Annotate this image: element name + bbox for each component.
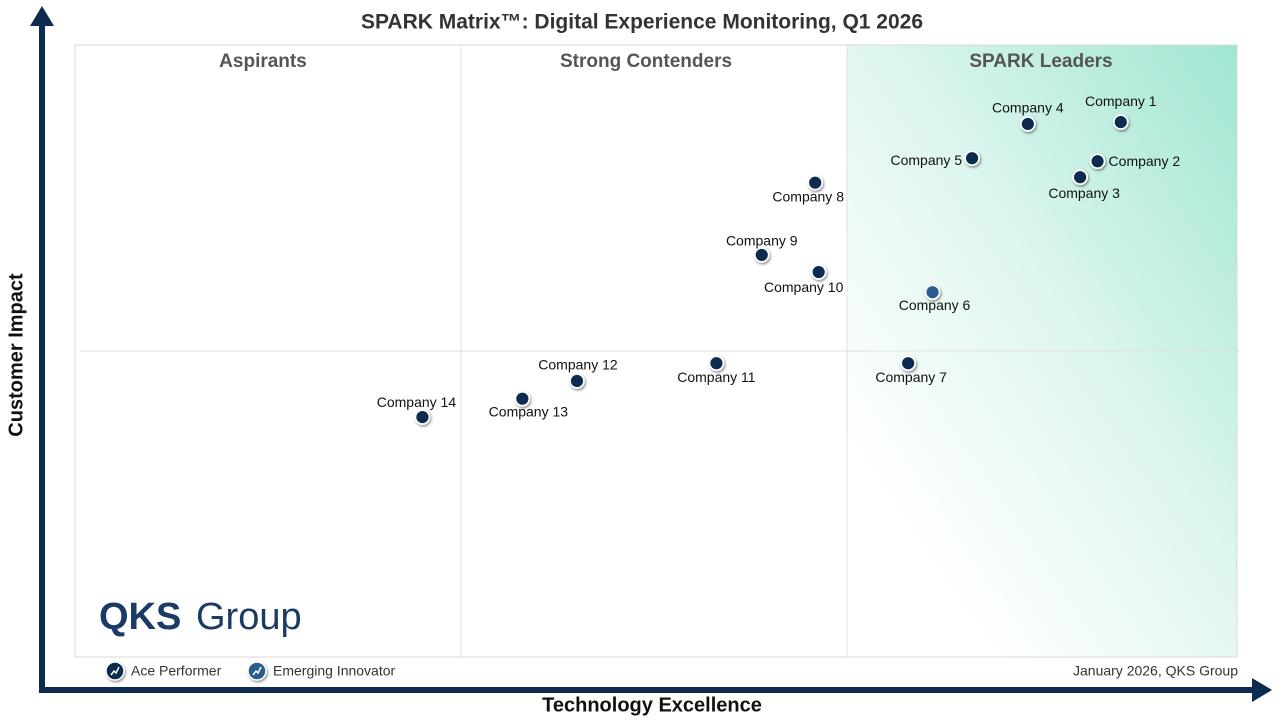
logo-mark: QKS bbox=[99, 596, 181, 638]
company-point bbox=[810, 264, 827, 280]
company-label: Company 3 bbox=[1048, 185, 1120, 201]
company-point bbox=[1112, 114, 1129, 131]
company-point bbox=[1089, 153, 1106, 170]
company-label: Company 2 bbox=[1109, 153, 1181, 169]
company-label: Company 11 bbox=[677, 369, 756, 385]
quadrant-label: SPARK Leaders bbox=[969, 51, 1112, 72]
company-label: Company 1 bbox=[1085, 93, 1157, 109]
x-axis-label: Technology Excellence bbox=[542, 694, 762, 716]
company-label: Company 4 bbox=[992, 100, 1064, 116]
quadrant-label: Aspirants bbox=[219, 51, 307, 72]
company-label: Company 12 bbox=[538, 357, 618, 373]
company-point bbox=[900, 355, 917, 372]
legend-icon bbox=[110, 666, 120, 676]
company-point bbox=[1019, 116, 1036, 132]
company-point bbox=[569, 373, 585, 389]
y-arrow bbox=[30, 6, 54, 26]
legend-label: Emerging Innovator bbox=[273, 663, 396, 679]
company-point bbox=[924, 284, 941, 301]
legend-label: Ace Performer bbox=[131, 663, 222, 679]
company-label: Company 8 bbox=[772, 188, 844, 204]
company-label: Company 7 bbox=[875, 369, 947, 385]
company-label: Company 10 bbox=[764, 279, 844, 295]
legend-icon bbox=[252, 666, 262, 676]
company-point bbox=[964, 150, 980, 167]
company-point bbox=[708, 355, 725, 372]
company-point bbox=[753, 247, 770, 263]
footnote: January 2026, QKS Group bbox=[1073, 663, 1238, 679]
company-point bbox=[1072, 169, 1089, 186]
y-axis-label: Customer Impact bbox=[5, 273, 27, 437]
x-arrow bbox=[1252, 678, 1272, 702]
company-point bbox=[414, 409, 431, 425]
company-label: Company 14 bbox=[377, 394, 457, 410]
company-label: Company 9 bbox=[726, 233, 798, 249]
company-label: Company 13 bbox=[489, 403, 569, 419]
company-point bbox=[807, 174, 824, 191]
logo-word: Group bbox=[196, 596, 302, 638]
company-label: Company 6 bbox=[899, 297, 971, 313]
company-label: Company 5 bbox=[890, 152, 962, 168]
company-point bbox=[514, 390, 531, 407]
quadrant-label: Strong Contenders bbox=[560, 51, 732, 72]
chart-title: SPARK Matrix™: Digital Experience Monito… bbox=[361, 11, 923, 34]
